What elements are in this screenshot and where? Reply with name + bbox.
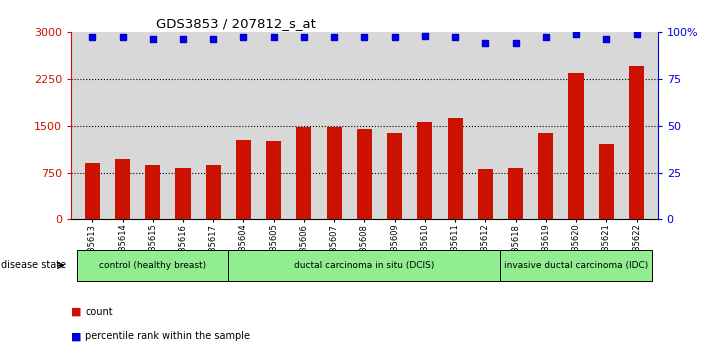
Point — [237, 35, 249, 40]
Bar — [326, 127, 342, 219]
Point — [389, 35, 400, 40]
Point — [540, 35, 552, 40]
Point — [359, 35, 370, 40]
Bar — [538, 132, 553, 219]
Point — [480, 40, 491, 46]
Point — [631, 31, 642, 36]
Bar — [508, 167, 523, 219]
Point — [328, 35, 340, 40]
Bar — [266, 141, 282, 219]
Text: control (healthy breast): control (healthy breast) — [99, 261, 206, 270]
FancyBboxPatch shape — [501, 250, 651, 281]
Bar — [387, 132, 402, 219]
Point — [419, 33, 431, 39]
Bar — [85, 163, 100, 219]
Bar — [145, 165, 160, 219]
Point — [449, 35, 461, 40]
Text: ■: ■ — [71, 331, 82, 341]
Point — [208, 36, 219, 42]
Text: percentile rank within the sample: percentile rank within the sample — [85, 331, 250, 341]
Text: count: count — [85, 307, 113, 316]
Bar — [447, 118, 463, 219]
Text: ductal carcinoma in situ (DCIS): ductal carcinoma in situ (DCIS) — [294, 261, 434, 270]
Text: GDS3853 / 207812_s_at: GDS3853 / 207812_s_at — [156, 17, 316, 30]
Bar — [236, 140, 251, 219]
Point — [298, 35, 309, 40]
Bar — [296, 127, 311, 219]
FancyBboxPatch shape — [228, 250, 501, 281]
FancyBboxPatch shape — [77, 250, 228, 281]
Bar — [176, 167, 191, 219]
Text: disease state: disease state — [1, 261, 67, 270]
Point — [510, 40, 521, 46]
Bar — [205, 165, 221, 219]
Bar — [599, 144, 614, 219]
Bar — [478, 170, 493, 219]
Point — [87, 35, 98, 40]
Point — [177, 36, 188, 42]
Bar — [115, 159, 130, 219]
Bar — [629, 66, 644, 219]
Point — [268, 35, 279, 40]
Text: ■: ■ — [71, 307, 82, 316]
Point — [117, 35, 128, 40]
Bar — [417, 122, 432, 219]
Point — [147, 36, 159, 42]
Text: invasive ductal carcinoma (IDC): invasive ductal carcinoma (IDC) — [504, 261, 648, 270]
Bar — [357, 129, 372, 219]
Bar — [569, 73, 584, 219]
Point — [570, 31, 582, 36]
Point — [601, 36, 612, 42]
